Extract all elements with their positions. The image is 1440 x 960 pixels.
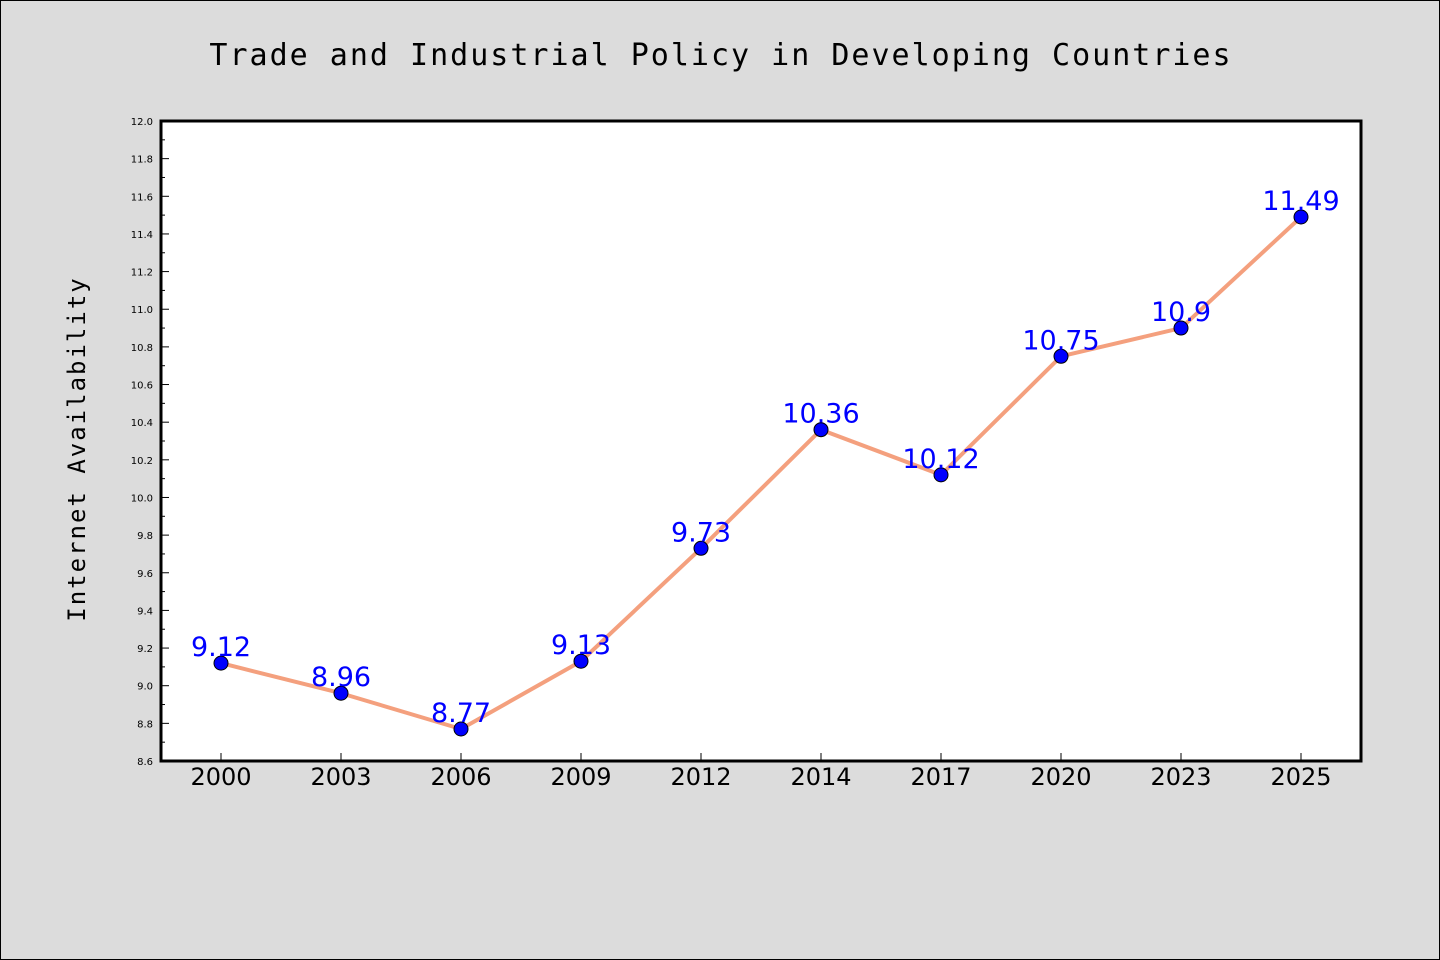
data-label: 10.75 bbox=[1022, 325, 1099, 356]
y-axis-label: Internet Availability bbox=[63, 276, 91, 621]
x-tick-label: 2025 bbox=[1270, 763, 1331, 791]
x-tick-label: 2014 bbox=[790, 763, 851, 791]
y-tick-label: 11.2 bbox=[131, 268, 153, 279]
x-tick-label: 2000 bbox=[190, 763, 251, 791]
series-layer: 9.12 8.96 8.77 9.13 9.73 10.36 10.12 10.75 10.9 1… bbox=[191, 186, 1340, 737]
y-tick-label: 12.0 bbox=[131, 117, 153, 128]
y-tick-label: 8.6 bbox=[137, 757, 153, 768]
y-tick-label: 9.8 bbox=[137, 531, 153, 542]
data-point bbox=[213, 655, 229, 671]
plot-frame bbox=[159, 119, 1363, 763]
y-tick-label: 9.0 bbox=[137, 682, 153, 693]
plot-area bbox=[161, 121, 1361, 761]
x-tick-label: 2017 bbox=[910, 763, 971, 791]
data-label: 9.12 bbox=[191, 632, 251, 663]
x-tick-label: 2003 bbox=[310, 763, 371, 791]
y-tick-label: 9.6 bbox=[137, 569, 153, 580]
y-tick-label: 10.8 bbox=[131, 343, 153, 354]
data-point bbox=[573, 653, 589, 669]
data-point bbox=[1293, 209, 1309, 225]
y-tick-label: 8.8 bbox=[137, 719, 153, 730]
y-tick-label: 10.2 bbox=[131, 456, 153, 467]
data-label: 11.49 bbox=[1262, 186, 1339, 217]
data-label: 10.12 bbox=[902, 444, 979, 475]
x-tick-label: 2020 bbox=[1030, 763, 1091, 791]
data-point bbox=[813, 422, 829, 438]
data-point bbox=[933, 467, 949, 483]
y-tick-label: 10.0 bbox=[131, 493, 153, 504]
data-label: 9.73 bbox=[671, 517, 731, 548]
y-tick-label: 9.4 bbox=[137, 606, 153, 617]
y-tick-label: 10.4 bbox=[131, 418, 153, 429]
data-point bbox=[453, 721, 469, 737]
series-line bbox=[220, 215, 1303, 731]
y-tick-label: 11.4 bbox=[131, 230, 153, 241]
y-tick-label: 10.6 bbox=[131, 381, 153, 392]
x-tick-label: 2009 bbox=[550, 763, 611, 791]
y-tick-label: 9.2 bbox=[137, 644, 153, 655]
x-tick-label: 2023 bbox=[1150, 763, 1211, 791]
x-tick-label: 2006 bbox=[430, 763, 491, 791]
data-label: 9.13 bbox=[551, 630, 611, 661]
data-point bbox=[693, 540, 709, 556]
y-tick-label: 11.0 bbox=[131, 305, 153, 316]
data-point bbox=[1173, 320, 1189, 336]
chart-title: Trade and Industrial Policy in Developin… bbox=[209, 38, 1232, 73]
data-label: 10.9 bbox=[1151, 297, 1211, 328]
data-label: 10.36 bbox=[782, 399, 859, 430]
data-point bbox=[1053, 348, 1069, 364]
data-label: 8.96 bbox=[311, 662, 371, 693]
data-point bbox=[333, 685, 349, 701]
data-label: 8.77 bbox=[431, 698, 491, 729]
x-tick-label: 2012 bbox=[670, 763, 731, 791]
x-axis: 2000 2003 2006 2009 2012 2014 2017 2020 2023 2025 bbox=[190, 753, 1332, 791]
y-tick-label: 11.6 bbox=[131, 192, 153, 203]
y-tick-label: 11.8 bbox=[131, 155, 153, 166]
